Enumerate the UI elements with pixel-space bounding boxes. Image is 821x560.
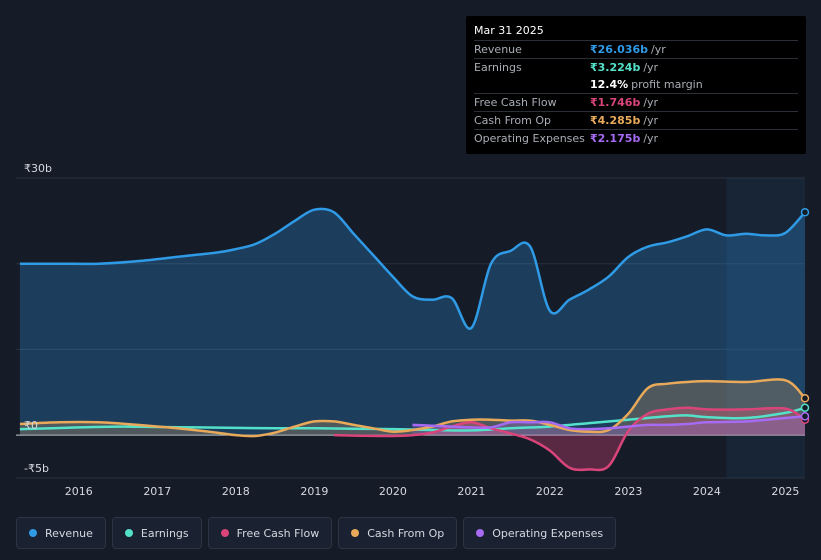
tooltip-row-margin: 12.4% profit margin bbox=[474, 76, 798, 93]
legend-dot-icon bbox=[220, 529, 229, 537]
tooltip-unit: /yr bbox=[643, 61, 659, 74]
tooltip-unit: /yr bbox=[643, 96, 659, 109]
x-tick-label: 2017 bbox=[143, 485, 171, 498]
series-lines bbox=[19, 207, 806, 472]
revenue-area bbox=[19, 208, 805, 436]
legend-label: Revenue bbox=[45, 526, 93, 540]
tooltip-unit: /yr bbox=[643, 132, 659, 145]
tooltip-row-revenue: Revenue ₹26.036b /yr bbox=[474, 40, 798, 58]
legend-dot-icon bbox=[124, 529, 133, 537]
x-tick-label: 2022 bbox=[536, 485, 564, 498]
x-tick-label: 2020 bbox=[379, 485, 407, 498]
profit-margin-text: profit margin bbox=[631, 78, 703, 91]
legend-dot-icon bbox=[476, 529, 485, 537]
tooltip-date: Mar 31 2025 bbox=[474, 24, 544, 37]
tooltip-panel: Mar 31 2025 Revenue ₹26.036b /yr Earning… bbox=[466, 16, 806, 154]
y-tick-label: ₹30b bbox=[24, 162, 52, 175]
y-tick-label: -₹5b bbox=[24, 462, 49, 475]
y-tick-label: ₹0 bbox=[24, 419, 38, 432]
legend-item-cash-from-op[interactable]: Cash From Op bbox=[338, 517, 458, 549]
x-tick-label: 2019 bbox=[300, 485, 328, 498]
x-tick-label: 2021 bbox=[457, 485, 485, 498]
tooltip-row-earnings: Earnings ₹3.224b /yr bbox=[474, 58, 798, 76]
legend: Revenue Earnings Free Cash Flow Cash Fro… bbox=[16, 517, 617, 549]
legend-item-operating-expenses[interactable]: Operating Expenses bbox=[463, 517, 617, 549]
free-cash-flow-line bbox=[333, 406, 806, 472]
tooltip-value: ₹1.746b bbox=[590, 96, 641, 109]
legend-item-revenue[interactable]: Revenue bbox=[16, 517, 106, 549]
tooltip-label: Revenue bbox=[474, 43, 522, 56]
cash-from-op-endpoint bbox=[800, 394, 810, 403]
tooltip-label: Cash From Op bbox=[474, 114, 552, 127]
legend-item-earnings[interactable]: Earnings bbox=[111, 517, 202, 549]
tooltip-row-cash-from-op: Cash From Op ₹4.285b /yr bbox=[474, 111, 798, 129]
tooltip-value: ₹2.175b bbox=[590, 132, 641, 145]
tooltip-unit: /yr bbox=[650, 43, 666, 56]
legend-dot-icon bbox=[29, 529, 37, 537]
tooltip-value: ₹3.224b bbox=[590, 61, 641, 74]
x-tick-label: 2023 bbox=[614, 485, 642, 498]
operating-expenses-line bbox=[412, 415, 806, 431]
tooltip-label: Operating Expenses bbox=[474, 132, 585, 145]
tooltip-label: Earnings bbox=[474, 61, 522, 74]
x-tick-label: 2018 bbox=[222, 485, 250, 498]
legend-item-free-cash-flow[interactable]: Free Cash Flow bbox=[207, 517, 333, 549]
legend-label: Cash From Op bbox=[367, 526, 445, 540]
tooltip-label: Free Cash Flow bbox=[474, 96, 557, 109]
tooltip-unit: /yr bbox=[643, 114, 659, 127]
operating-expenses-area bbox=[412, 416, 805, 436]
x-tick-label: 2016 bbox=[65, 485, 93, 498]
revenue-endpoint bbox=[800, 208, 810, 217]
legend-label: Earnings bbox=[140, 526, 189, 540]
profit-margin-value: 12.4% bbox=[590, 78, 629, 91]
legend-label: Operating Expenses bbox=[492, 526, 604, 540]
legend-dot-icon bbox=[351, 529, 360, 537]
cash-from-op-line bbox=[19, 378, 806, 438]
y-axis: ₹30b ₹0 -₹5b bbox=[24, 162, 52, 475]
revenue-line bbox=[19, 207, 806, 330]
x-tick-label: 2024 bbox=[693, 485, 721, 498]
x-tick-label: 2025 bbox=[771, 485, 799, 498]
x-axis: 2016 2017 2018 2019 2020 2021 2022 2023 2024 2025 bbox=[65, 485, 800, 498]
tooltip-row-free-cash-flow: Free Cash Flow ₹1.746b /yr bbox=[474, 93, 798, 111]
cash-from-op-area bbox=[19, 379, 805, 437]
legend-label: Free Cash Flow bbox=[236, 526, 320, 540]
operating-expenses-endpoint bbox=[800, 412, 810, 421]
series-endpoints bbox=[800, 208, 810, 424]
tooltip-row-operating-expenses: Operating Expenses ₹2.175b /yr bbox=[474, 129, 798, 147]
tooltip-value: ₹26.036b bbox=[590, 43, 648, 56]
earnings-endpoint bbox=[800, 403, 810, 412]
tooltip-value: ₹4.285b bbox=[590, 114, 641, 127]
